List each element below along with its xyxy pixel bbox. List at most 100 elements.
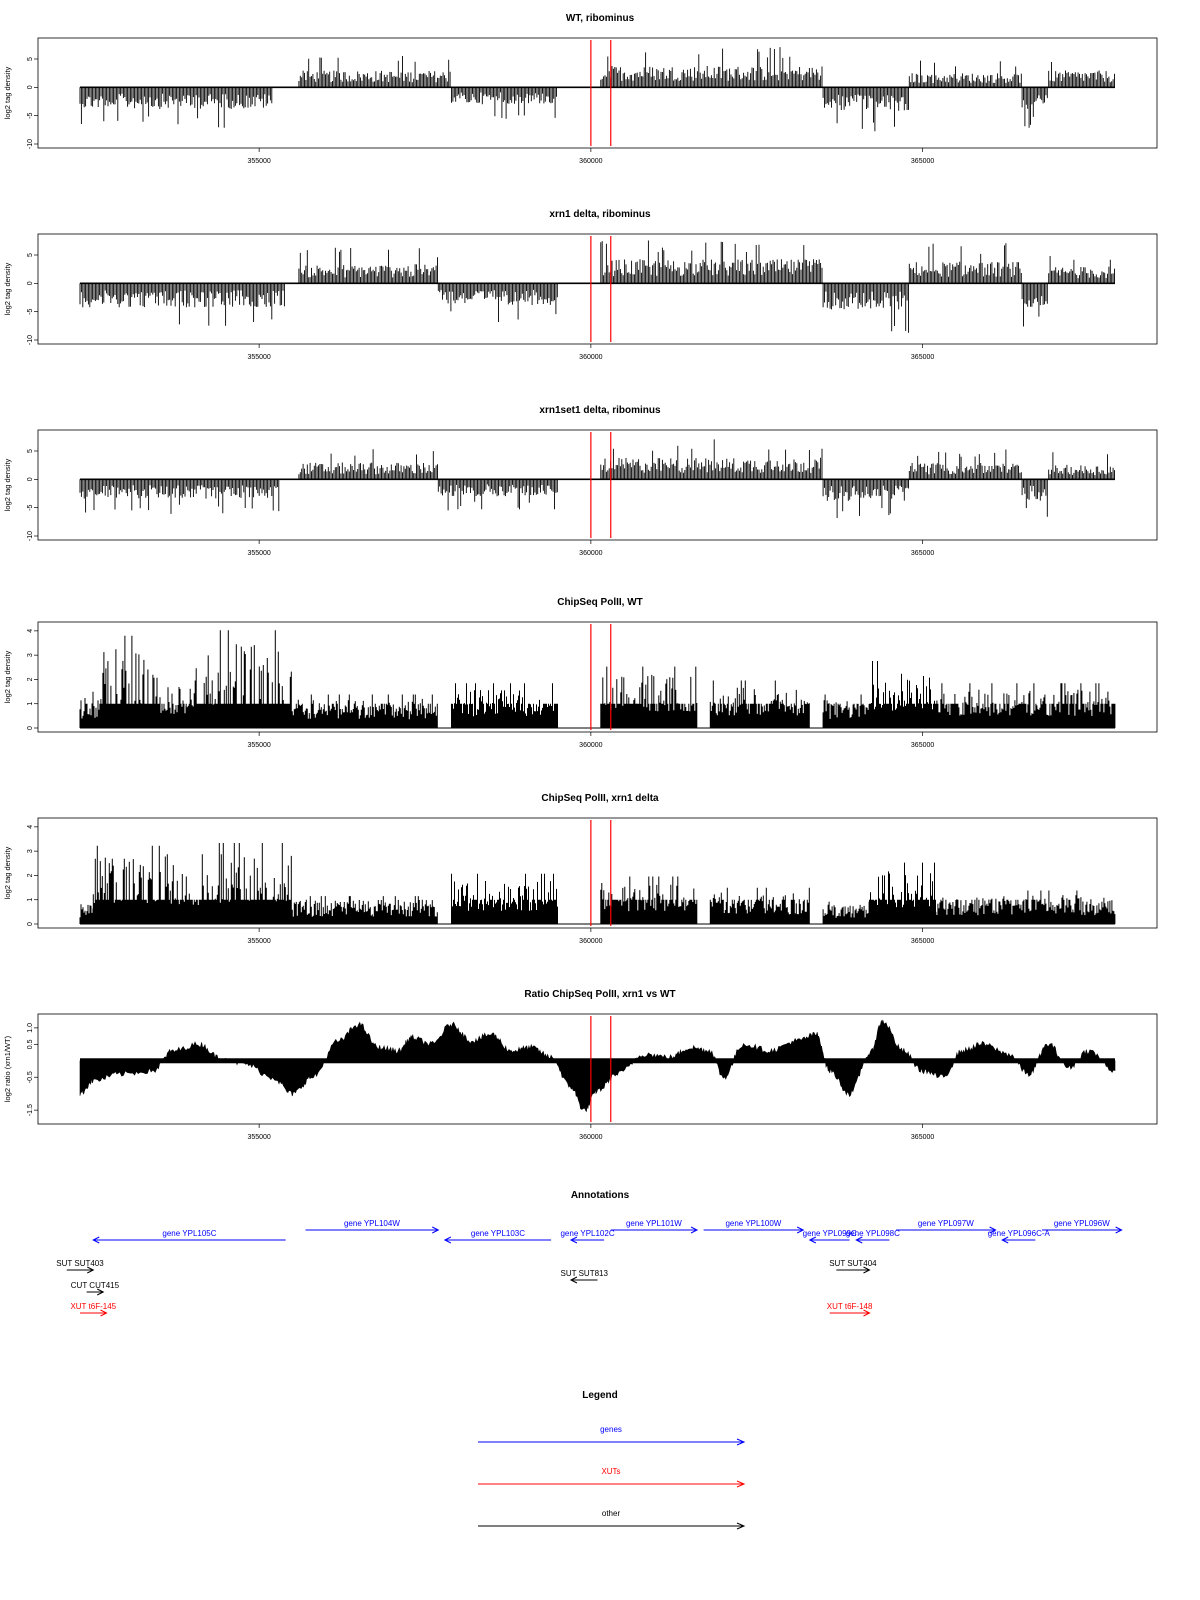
feature-arrow-head-icon	[855, 1236, 863, 1244]
feature-label: gene YPL105C	[162, 1229, 216, 1238]
legend-arrow-head-icon	[736, 1438, 746, 1446]
annotation-feature-gene: gene YPL097W	[896, 1219, 997, 1234]
signal-series	[79, 630, 1116, 728]
x-tick-label: 365000	[911, 742, 934, 749]
y-tick-label: 1	[27, 702, 34, 706]
x-tick-label: 365000	[911, 1134, 934, 1141]
y-axis-label: log2 tag density	[3, 846, 12, 899]
y-tick-label: 0	[27, 726, 34, 730]
y-tick-label: -0.5	[27, 1071, 34, 1083]
x-tick-label: 360000	[579, 742, 602, 749]
annotations-track: Annotations gene YPL105C gene YPL104W gene …	[56, 1190, 1123, 1317]
feature-arrow-head-icon	[808, 1236, 817, 1244]
panel-title: WT, ribominus	[566, 13, 635, 24]
feature-arrow-head-icon	[443, 1236, 452, 1244]
y-tick-label: 5	[27, 57, 34, 61]
panel-title: xrn1set1 delta, ribominus	[539, 405, 661, 416]
x-tick-label: 355000	[247, 742, 270, 749]
feature-label: gene YPL097W	[918, 1219, 974, 1228]
y-axis-label: log2 ratio (xrn1/WT)	[3, 1035, 12, 1102]
signal-series	[79, 439, 1115, 518]
feature-label: gene YPL100W	[725, 1219, 781, 1228]
annotation-feature-gene: gene YPL103C	[443, 1229, 552, 1244]
feature-label: gene YPL099C	[803, 1229, 857, 1238]
feature-arrow-head-icon	[92, 1236, 100, 1244]
y-axis-label: log2 tag density	[3, 458, 12, 511]
annotation-feature-gene: gene YPL100W	[703, 1219, 805, 1234]
plot-frame	[37, 817, 1158, 929]
feature-arrow-head-icon	[96, 1288, 105, 1296]
feature-arrow-head-icon	[690, 1226, 699, 1234]
annotation-feature-xut: XUT t6F-145	[70, 1302, 117, 1317]
annotation-feature-other: CUT CUT415	[71, 1281, 120, 1296]
panel-title: xrn1 delta, ribominus	[549, 209, 651, 220]
x-tick-label: 365000	[911, 354, 934, 361]
x-tick-label: 360000	[579, 550, 602, 557]
signal-series	[79, 843, 1116, 924]
panel-title: ChipSeq PolII, xrn1 delta	[541, 793, 659, 804]
plot-frame	[37, 1013, 1158, 1125]
signal-bars	[79, 630, 1116, 728]
legend: Legend genes XUTs other	[478, 1390, 746, 1530]
x-tick-label: 355000	[247, 1134, 270, 1141]
feature-arrow-head-icon	[432, 1226, 440, 1234]
y-axis-label: log2 tag density	[3, 262, 12, 315]
y-tick-label: 3	[27, 653, 34, 657]
annotation-feature-gene: gene YPL096W	[1042, 1219, 1123, 1234]
annotation-feature-gene: gene YPL098C	[846, 1229, 900, 1244]
y-tick-label: -10	[27, 335, 34, 345]
feature-label: XUT t6F-148	[827, 1302, 873, 1311]
legend-label: XUTs	[601, 1467, 620, 1476]
panel-title: Ratio ChipSeq PolII, xrn1 vs WT	[524, 989, 675, 1000]
legend-item: other	[478, 1509, 746, 1530]
annotation-feature-other: SUT SUT404	[829, 1259, 877, 1274]
y-axis-label: log2 tag density	[3, 650, 12, 703]
legend-arrow-head-icon	[736, 1522, 746, 1530]
y-tick-label: 0.5	[27, 1039, 34, 1049]
y-tick-label: -5	[27, 308, 34, 314]
feature-arrow-head-icon	[569, 1276, 578, 1284]
feature-arrow-head-icon	[87, 1266, 95, 1274]
track-panel-2: xrn1 delta, ribominus -10 -5 0 5 log2 tag den…	[3, 209, 1158, 361]
y-axis-label: log2 tag density	[3, 66, 12, 119]
plot-frame	[37, 37, 1158, 149]
y-tick-label: 1.0	[27, 1023, 34, 1033]
feature-label: gene YPL098C	[846, 1229, 900, 1238]
y-tick-label: 1	[27, 898, 34, 902]
annotations-title: Annotations	[571, 1190, 630, 1201]
feature-label: gene YPL102C	[560, 1229, 614, 1238]
plot-frame	[37, 429, 1158, 541]
y-tick-label: -10	[27, 531, 34, 541]
y-tick-label: 0	[27, 922, 34, 926]
x-tick-label: 360000	[579, 354, 602, 361]
annotation-feature-other: SUT SUT813	[561, 1269, 609, 1284]
ratio-area	[79, 1019, 1116, 1113]
y-tick-label: 4	[27, 825, 34, 829]
annotation-feature-gene: gene YPL099C	[803, 1229, 857, 1244]
plot-frame	[37, 233, 1158, 345]
legend-title: Legend	[582, 1390, 618, 1401]
y-tick-label: 4	[27, 629, 34, 633]
y-tick-label: -10	[27, 139, 34, 149]
y-tick-label: -5	[27, 112, 34, 118]
x-tick-label: 360000	[579, 158, 602, 165]
feature-label: CUT CUT415	[71, 1281, 120, 1290]
x-tick-label: 365000	[911, 938, 934, 945]
annotation-feature-gene: gene YPL104W	[305, 1219, 440, 1234]
signal-bars	[79, 439, 1115, 518]
feature-arrow-head-icon	[863, 1266, 871, 1274]
annotation-feature-gene: gene YPL102C	[560, 1229, 615, 1244]
track-panel-4: ChipSeq PolII, WT 0 1 2 3 4 log2 tag density 35…	[3, 597, 1158, 749]
feature-label: SUT SUT813	[561, 1269, 609, 1278]
signal-bars	[79, 240, 1115, 333]
feature-label: gene YPL096W	[1054, 1219, 1110, 1228]
track-panel-1: WT, ribominus -10 -5 0 5 log2 tag density 3550…	[3, 13, 1158, 165]
x-tick-label: 355000	[247, 550, 270, 557]
feature-label: gene YPL096C-A	[988, 1229, 1051, 1238]
y-tick-label: 3	[27, 849, 34, 853]
track-panels: WT, ribominus -10 -5 0 5 log2 tag density 3550…	[3, 13, 1158, 1141]
annotation-feature-gene: gene YPL096C-A	[988, 1229, 1051, 1244]
feature-label: gene YPL104W	[344, 1219, 400, 1228]
feature-arrow-head-icon	[569, 1236, 578, 1244]
